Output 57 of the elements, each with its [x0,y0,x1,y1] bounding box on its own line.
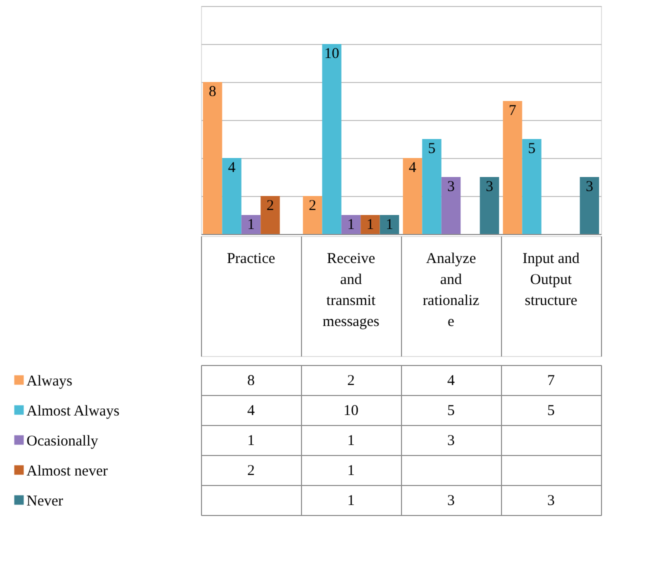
data-label: 8 [247,373,255,389]
text: 1 [247,217,255,233]
text: 5 [428,141,436,157]
x-tick-label: Analyze and rationalize [422,251,480,330]
data-label: 3 [447,493,455,509]
text: 10 [324,46,340,62]
text: 1 [386,217,394,233]
bar [480,177,500,234]
data-label: 4 [447,373,456,389]
bar [380,215,400,234]
legend-label: Never [26,494,64,510]
bar [522,139,542,234]
data-label: 1 [347,463,355,479]
data-label: 2 [247,463,255,479]
data-label: 3 [547,493,555,509]
bar [422,139,442,234]
data-label: 1 [347,433,355,449]
bar [241,215,261,234]
text: 1 [347,217,355,233]
data-label: 5 [447,403,455,419]
x-tick-label: Input and Output structure [522,251,580,309]
text: 3 [486,179,494,195]
data-label: 1 [247,433,255,449]
text: 2 [308,198,316,214]
legend-label: Ocasionally [26,434,99,450]
text: 1 [366,217,374,233]
text: 7 [508,103,516,119]
bar [202,82,222,234]
x-tick-label: Receive and transmit messages [322,251,380,330]
text: 2 [266,198,274,214]
bar [360,215,380,234]
data-label: 10 [344,403,358,419]
bar [260,196,280,234]
text: 4 [228,160,236,176]
bar [302,196,322,234]
bar [322,44,342,234]
bar [222,158,242,234]
bar [580,177,600,234]
legend-label: Almost never [26,464,108,480]
bar [441,177,461,234]
legend-label: Always [26,374,72,390]
data-label: 3 [447,433,455,449]
x-tick-label: Practice [226,251,276,267]
data-label: 7 [547,373,556,389]
text: 3 [586,179,594,195]
text: 5 [528,141,536,157]
bar [402,158,422,234]
text: 3 [447,179,455,195]
legend-label: Almost Always [26,404,120,420]
text: 8 [208,84,216,100]
data-label: 1 [347,493,355,509]
data-label: 5 [547,403,555,419]
bar [502,101,522,234]
data-label: 2 [347,373,355,389]
data-label: 4 [247,403,256,419]
text: 4 [408,160,416,176]
bar [341,215,361,234]
